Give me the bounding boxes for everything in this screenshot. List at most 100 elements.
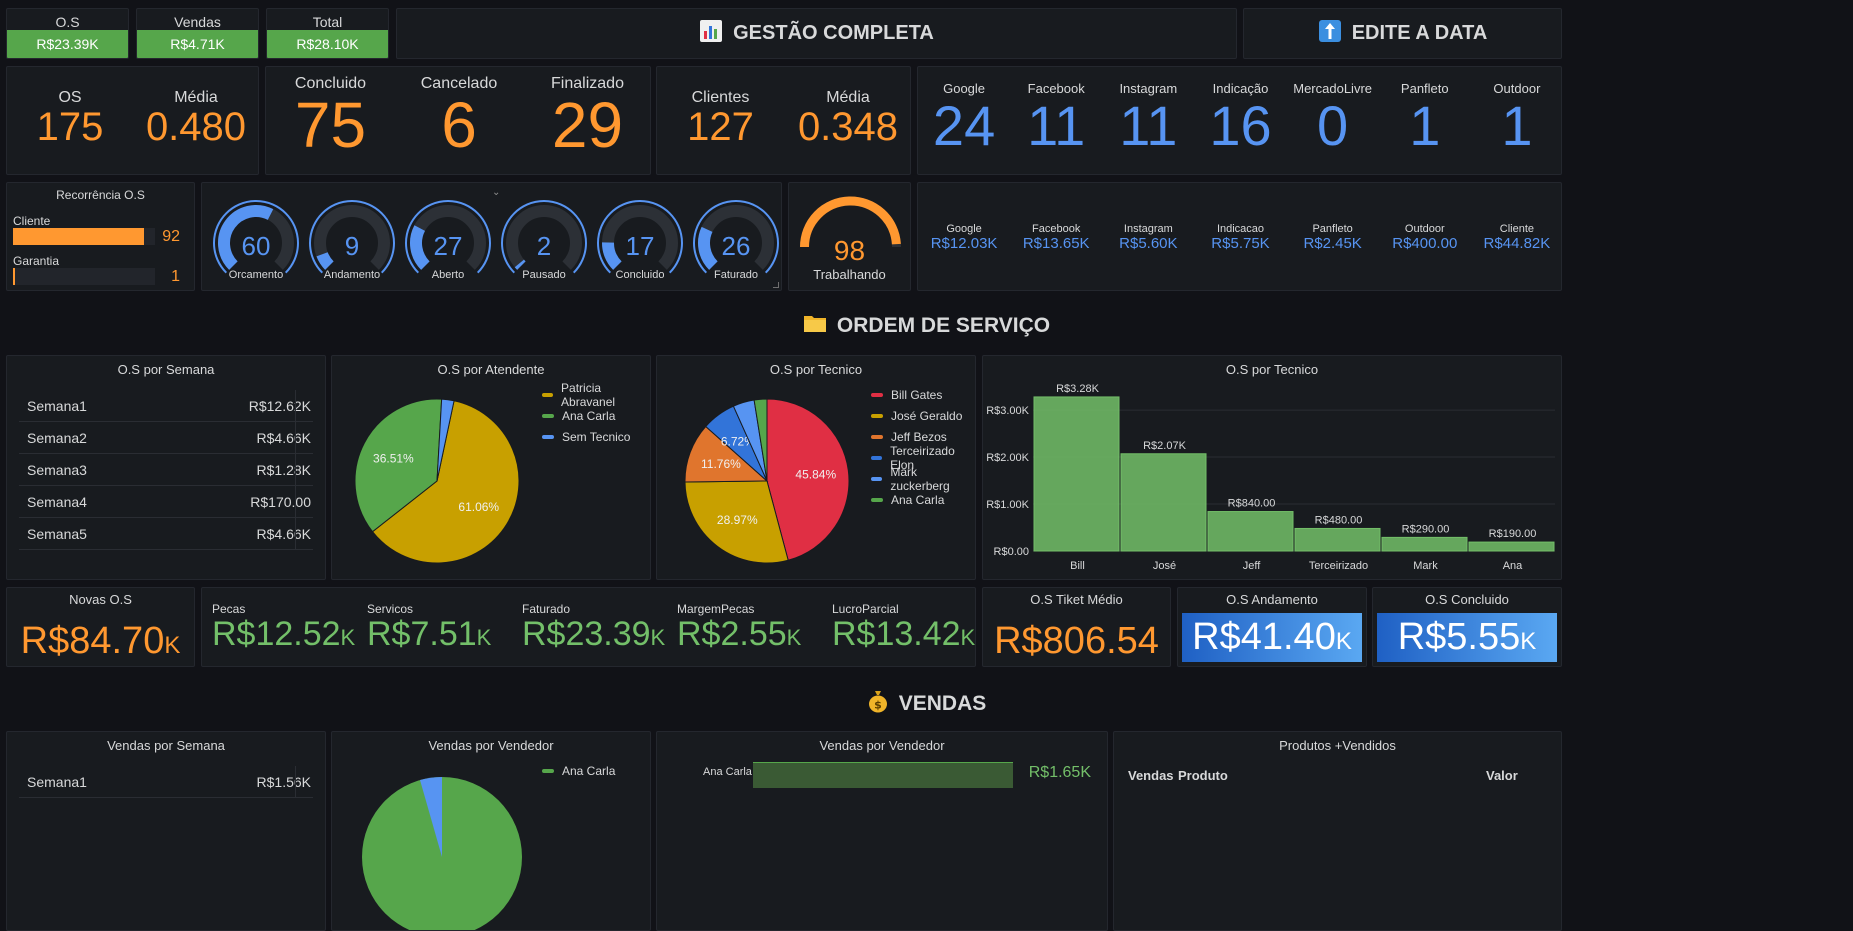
source-values-panel: Google R$12.03K Facebook R$13.65K Instagram R… (917, 182, 1562, 291)
gauge-threshold (693, 200, 779, 274)
x-tick-label: Ana (1503, 560, 1523, 572)
vendas-semana-panel: Vendas por Semana Semana1 R$1.56K (6, 731, 326, 931)
legend-item[interactable]: Mark zuckerberg (871, 465, 975, 493)
source-count: Indicação 16 (1209, 81, 1272, 157)
legend-item[interactable]: Jeff Bezos (871, 426, 975, 447)
legend-item[interactable]: Patricia Abravanel (542, 381, 650, 409)
recorrencia-panel: Recorrência O.S Cliente 92 Garantia 1 (6, 182, 195, 291)
gauge-value: 60 (241, 231, 271, 261)
fin-stat: Pecas R$12.52K (212, 602, 356, 653)
slice-label: 61.06% (458, 500, 499, 514)
pie-slice (371, 400, 520, 564)
table-row: Semana1 R$12.62K (19, 390, 313, 422)
slice-label: 11.76% (701, 457, 741, 471)
edite-data-link[interactable]: EDITE A DATA (1243, 8, 1562, 59)
svg-text:$: $ (874, 699, 882, 712)
gauge-label: Pausado (522, 269, 566, 281)
x-tick-label: Terceirizado (1309, 560, 1368, 572)
source-counts-panel: Google 24 Facebook 11 Instagram 11 Indicação 16… (917, 66, 1562, 175)
stat-value: R$4.71K (137, 30, 258, 58)
stat-value: R$806.54 (994, 620, 1159, 662)
column-header[interactable]: Valor (1486, 768, 1518, 783)
gauge (693, 200, 779, 274)
pie-slice (684, 425, 769, 483)
bar-value-label: R$840.00 (1228, 498, 1276, 510)
gauge-threshold (405, 200, 491, 274)
edite-title: EDITE A DATA (1351, 22, 1488, 44)
panel-title: Produtos +Vendidos (1279, 738, 1396, 753)
stat-value: R$41.40K (1192, 616, 1352, 658)
gauge (213, 200, 299, 274)
table-row: Semana3 R$1.28K (19, 454, 313, 486)
source-count: Instagram 11 (1119, 81, 1178, 157)
fin-stat: Faturado R$23.39K (522, 602, 666, 653)
fin-stat: MargemPecas R$2.55K (677, 602, 802, 653)
client-stats-panel: Clientes 127 Média 0.348 (656, 66, 911, 175)
os-atendente-panel: O.S por Atendente 61.06% 36.51% Patricia … (331, 355, 651, 580)
produtos-panel: Produtos +Vendidos Vendas Produto Valor (1113, 731, 1562, 931)
pie-slice (354, 398, 443, 533)
bar (1033, 396, 1120, 552)
finalizado-stat: Finalizado 29 (551, 75, 624, 161)
gauge-fill (316, 251, 334, 270)
panel-title: O.S por Tecnico (769, 362, 863, 377)
legend-item[interactable]: Ana Carla (542, 405, 650, 426)
panel-title: O.S por Atendente (437, 362, 545, 377)
table-row: Semana5 R$4.66K (19, 518, 313, 550)
bar-chart: R$0.00 R$1.00K R$2.00K R$3.00K R$3.28K Bill R$… (986, 383, 1555, 572)
source-value: Outdoor R$400.00 (1392, 223, 1458, 252)
legend-item[interactable]: Sem Tecnico (542, 426, 650, 447)
gauge-label: Faturado (713, 269, 759, 281)
gauge-value: 98 (833, 235, 866, 266)
bar-label: Garantia (13, 254, 60, 268)
gestao-title: GESTÃO COMPLETA (733, 22, 934, 44)
source-value: Google R$12.03K (930, 223, 998, 252)
source-value: Panfleto R$2.45K (1303, 223, 1362, 252)
source-value: Instagram R$5.60K (1119, 223, 1178, 252)
chart-icon (699, 19, 723, 49)
section-title: ORDEM DE SERVIÇO (836, 314, 1051, 337)
gauge-fill (514, 259, 526, 270)
bar-track (13, 268, 155, 285)
panel-title: O.S Andamento (1226, 592, 1318, 607)
bar (1120, 453, 1207, 552)
bar-value-label: R$190.00 (1489, 528, 1537, 540)
stat-label: Vendas (174, 14, 221, 30)
gauge-value: 2 (536, 231, 552, 261)
bar-category: Ana Carla (703, 766, 752, 778)
fin-stat: LucroParcial R$13.42K (832, 602, 976, 653)
trabalhando-panel: 98 Trabalhando (788, 182, 911, 291)
legend-item[interactable]: Bill Gates (871, 384, 975, 405)
bar-label: Cliente (13, 214, 51, 228)
slice-label: 6.72% (721, 434, 755, 448)
stat-box: R$41.40K (1182, 613, 1362, 662)
table-row: Semana1 R$1.56K (19, 766, 313, 798)
legend-item[interactable]: Terceirizado Elon (871, 444, 975, 472)
y-tick-label: R$2.00K (986, 452, 1029, 464)
gauge-label: Trabalhando (813, 267, 886, 282)
chevron-down-icon[interactable]: ⌄ (492, 187, 501, 198)
stat-label: Total (312, 14, 343, 30)
gauge-value: 26 (721, 231, 751, 261)
gauge-threshold (213, 200, 299, 274)
gestao-completa-link[interactable]: GESTÃO COMPLETA (396, 8, 1237, 59)
column-header[interactable]: Produto (1178, 768, 1228, 783)
os-stat: OS 175 (36, 89, 104, 149)
legend-item[interactable]: José Geraldo (871, 405, 975, 426)
pie-chart: 45.84% 28.97% 11.76% 6.72% (684, 398, 850, 564)
source-value: Indicacao R$5.75K (1211, 223, 1270, 252)
y-tick-label: R$3.00K (986, 405, 1029, 417)
stat-label: O.S (55, 14, 80, 30)
vendas-vendedor-pie-panel: Vendas por Vendedor Ana Carla (331, 731, 651, 931)
os-tecnico-bar-panel: O.S por Tecnico R$0.00 R$1.00K R$2.00K R$3.… (982, 355, 1562, 580)
pie-slice (420, 776, 442, 857)
x-tick-label: Jeff (1243, 560, 1261, 572)
stat-box: R$5.55K (1377, 613, 1557, 662)
resize-handle[interactable] (773, 282, 779, 288)
table-row: Semana2 R$4.66K (19, 422, 313, 454)
legend-item[interactable]: Ana Carla (871, 489, 975, 510)
section-title: VENDAS (898, 692, 987, 715)
financeiro-panel: Pecas R$12.52K Servicos R$7.51K Faturado R$23… (201, 587, 976, 667)
trabalhando-gauge (800, 196, 901, 248)
column-header[interactable]: Vendas (1128, 768, 1174, 783)
